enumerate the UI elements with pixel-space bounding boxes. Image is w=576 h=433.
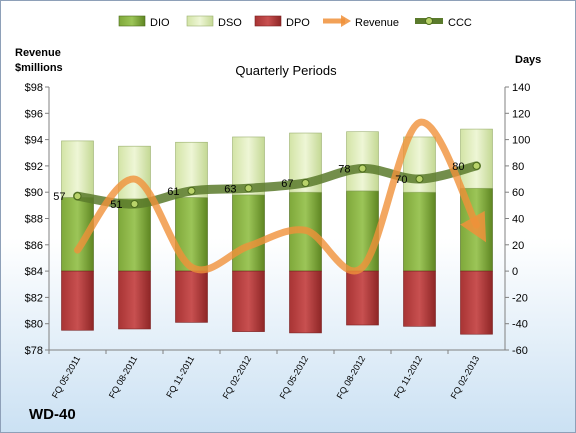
left-axis-title-line2: $millions — [15, 62, 63, 74]
bar-dso — [118, 145, 151, 200]
right-tick-label: 60 — [512, 187, 524, 199]
bar-dpo — [346, 270, 379, 326]
bar-dpo — [61, 270, 94, 331]
left-tick-label: $90 — [25, 187, 43, 199]
legend-dio-label: DIO — [150, 17, 170, 29]
legend-revenue-label: Revenue — [355, 17, 399, 29]
ccc-line — [73, 161, 481, 209]
right-axis-title: Days — [515, 54, 541, 66]
x-axis-ticks: FQ 05-2011 FQ 08-2011 FQ 11-2011 FQ 02-2012… — [48, 350, 482, 401]
legend-dio-swatch — [118, 15, 146, 27]
bar-dpo — [175, 270, 208, 323]
legend-ccc-label: CCC — [448, 17, 472, 29]
ccc-data-label: 70 — [395, 174, 407, 186]
left-tick-label: $94 — [25, 135, 43, 147]
right-tick-label: 80 — [512, 161, 524, 173]
legend-revenue-swatch — [323, 15, 351, 27]
legend-dpo-swatch — [254, 15, 282, 27]
x-tick-label: FQ 11-2012 — [392, 354, 424, 400]
legend-dpo-label: DPO — [286, 17, 310, 29]
legend-ccc-swatch — [415, 17, 443, 25]
ccc-point — [472, 161, 481, 170]
bar-dso — [460, 128, 493, 189]
plot-title: Quarterly Periods — [235, 63, 337, 78]
right-tick-label: 100 — [512, 135, 530, 147]
left-axis-ticks: $78 $80 $82 $84 $86 $88 $90 $92 $94 $96 $98 — [25, 82, 49, 357]
revenue-line — [74, 118, 487, 275]
ccc-data-label: 78 — [338, 164, 350, 176]
ccc-point — [358, 164, 367, 173]
right-tick-label: -20 — [512, 292, 528, 304]
left-tick-label: $78 — [25, 345, 43, 357]
left-tick-label: $92 — [25, 161, 43, 173]
right-tick-label: 20 — [512, 240, 524, 252]
company-name: WD-40 — [29, 406, 76, 423]
labels-layer: 57 51 61 63 67 78 70 80 — [53, 161, 464, 211]
bar-dpo — [118, 270, 151, 330]
left-tick-label: $96 — [25, 108, 43, 120]
bar-dio — [118, 198, 151, 272]
left-tick-label: $86 — [25, 240, 43, 252]
right-tick-label: -40 — [512, 319, 528, 331]
legend-dso-swatch — [186, 15, 214, 27]
left-tick-label: $98 — [25, 82, 43, 94]
right-axis-ticks: -60 -40 -20 0 20 40 60 80 100 120 140 — [505, 82, 530, 357]
right-tick-label: 140 — [512, 82, 530, 94]
ccc-point — [73, 192, 82, 201]
right-tick-label: 120 — [512, 108, 530, 120]
ccc-data-label: 61 — [167, 186, 179, 198]
x-tick-label: FQ 02-2012 — [221, 354, 254, 401]
x-tick-label: FQ 08-2011 — [107, 354, 139, 400]
ccc-data-label: 57 — [53, 191, 65, 203]
bar-dpo — [232, 270, 265, 332]
left-tick-label: $80 — [25, 319, 43, 331]
left-axis-title-line1: Revenue — [15, 47, 61, 59]
x-tick-label: FQ 11-2011 — [164, 354, 196, 399]
x-tick-label: FQ 08-2012 — [335, 354, 368, 401]
ccc-data-label: 80 — [452, 161, 464, 173]
ccc-data-label: 67 — [281, 178, 293, 190]
ccc-point — [415, 175, 424, 184]
legend-dso-label: DSO — [218, 17, 242, 29]
plot-background — [49, 87, 505, 350]
left-tick-label: $84 — [25, 266, 43, 278]
plot-area: 57 51 61 63 67 78 70 80 — [49, 87, 505, 350]
x-tick-label: FQ 05-2012 — [278, 354, 311, 401]
left-tick-label: $82 — [25, 292, 43, 304]
ccc-point — [187, 186, 196, 195]
x-tick-label: FQ 02-2013 — [449, 354, 482, 401]
ccc-data-label: 51 — [110, 199, 122, 211]
ccc-data-label: 63 — [224, 183, 236, 195]
ccc-point — [244, 184, 253, 193]
bar-dio — [232, 194, 265, 272]
bar-dpo — [403, 270, 436, 327]
right-tick-label: 40 — [512, 214, 524, 226]
bar-dpo — [289, 270, 322, 334]
bar-dso — [346, 131, 379, 192]
legend: DIO DSO DPO Revenue CCC — [118, 15, 472, 29]
left-tick-label: $88 — [25, 214, 43, 226]
right-tick-label: 0 — [512, 266, 518, 278]
bar-dio — [403, 191, 436, 272]
right-tick-label: -60 — [512, 345, 528, 357]
ccc-point — [301, 178, 310, 187]
bar-dio — [346, 190, 379, 272]
lines-layer — [73, 118, 487, 275]
x-tick-label: FQ 05-2011 — [50, 354, 82, 400]
ccc-point — [130, 200, 139, 209]
bar-dpo — [460, 270, 493, 335]
bar-dso — [61, 140, 94, 198]
